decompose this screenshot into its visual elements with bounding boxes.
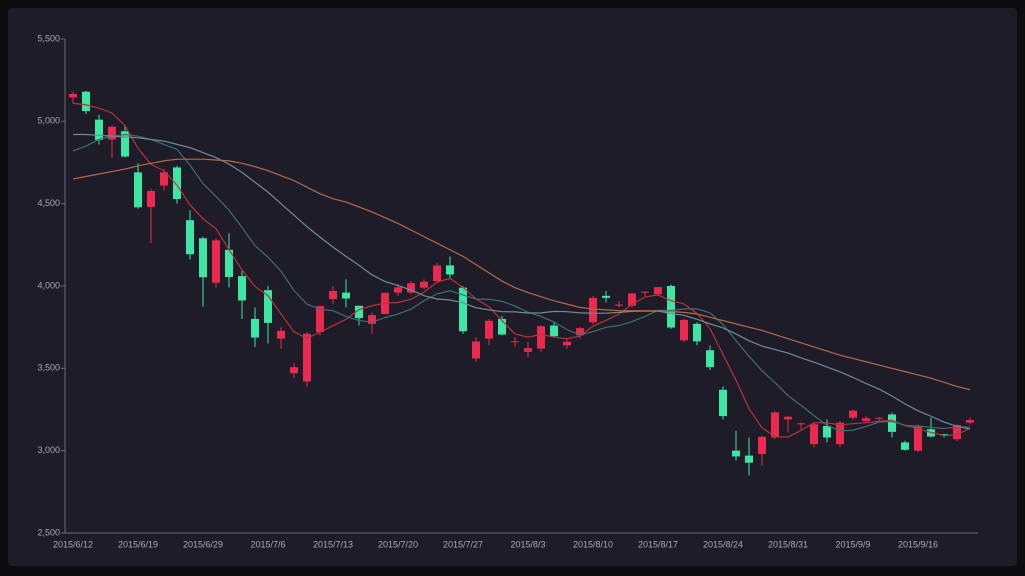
candle-body xyxy=(680,319,688,341)
candle-body xyxy=(147,190,155,207)
x-tick-label: 2015/8/3 xyxy=(510,539,545,549)
x-tick-label: 2015/8/17 xyxy=(638,539,678,549)
candle-body xyxy=(121,131,129,157)
candle-body xyxy=(303,333,311,382)
x-tick-label: 2015/9/16 xyxy=(898,539,938,549)
candle-body xyxy=(446,265,454,275)
candle-body xyxy=(849,410,857,418)
candle-body xyxy=(95,119,103,140)
candle-body xyxy=(836,422,844,445)
y-tick-label: 3,000 xyxy=(37,445,60,455)
x-tick-label: 2015/7/13 xyxy=(313,539,353,549)
candle-body xyxy=(394,287,402,293)
candle-body xyxy=(745,455,753,463)
y-tick-label: 4,000 xyxy=(37,280,60,290)
candle-body xyxy=(537,326,545,349)
moving-average-line xyxy=(72,133,971,432)
x-tick-label: 2015/7/27 xyxy=(443,539,483,549)
candle-body xyxy=(316,306,324,333)
candle-body xyxy=(329,290,337,300)
candle-body xyxy=(589,297,597,323)
candle-body xyxy=(459,287,467,332)
y-tick-label: 5,500 xyxy=(37,33,60,43)
candle-body xyxy=(810,424,818,445)
candle-body xyxy=(615,304,623,306)
candle-body xyxy=(472,341,480,359)
candle-body xyxy=(82,91,90,112)
candle-body xyxy=(862,418,870,422)
moving-average-line xyxy=(73,133,971,430)
y-tick-label: 5,000 xyxy=(37,116,60,126)
candle-body xyxy=(602,295,610,298)
candle-body xyxy=(693,323,701,342)
candle-body xyxy=(875,417,883,419)
candle-body xyxy=(784,416,792,420)
candle-body xyxy=(407,283,415,293)
candle-body xyxy=(173,167,181,200)
candle-body xyxy=(355,305,363,319)
candle-body xyxy=(69,93,77,98)
candle-body xyxy=(667,286,675,328)
candle-body xyxy=(225,249,233,278)
candle-body xyxy=(940,434,948,436)
x-tick-label: 2015/7/6 xyxy=(250,539,285,549)
candle-body xyxy=(251,318,259,338)
candle-body xyxy=(420,281,428,288)
candle-body xyxy=(550,325,558,337)
candle-body xyxy=(797,423,805,425)
y-tick-label: 3,500 xyxy=(37,363,60,373)
candle-body xyxy=(212,240,220,283)
x-tick-label: 2015/6/12 xyxy=(53,539,93,549)
x-tick-label: 2015/9/9 xyxy=(835,539,870,549)
candle-body xyxy=(134,172,142,208)
candle-body xyxy=(732,450,740,457)
moving-average-line xyxy=(72,102,971,438)
candle-body xyxy=(290,367,298,374)
candle-body xyxy=(264,290,272,323)
x-tick-label: 2015/8/10 xyxy=(573,539,613,549)
candle-body xyxy=(823,425,831,438)
candle-body xyxy=(498,318,506,335)
candle-body xyxy=(368,315,376,324)
candle-body xyxy=(771,412,779,438)
candle-body xyxy=(108,126,116,140)
candle-body xyxy=(966,420,974,423)
candle-body xyxy=(342,292,350,299)
x-tick-label: 2015/7/20 xyxy=(378,539,418,549)
candle-body xyxy=(901,442,909,450)
candle-body xyxy=(576,328,584,336)
candle-body xyxy=(485,320,493,339)
moving-average-line xyxy=(72,158,971,391)
candle-body xyxy=(563,341,571,346)
candle-body xyxy=(654,287,662,295)
candle-body xyxy=(719,389,727,417)
candle-body xyxy=(758,436,766,454)
candle-body xyxy=(186,220,194,255)
candle-body xyxy=(511,341,519,343)
candle-body xyxy=(277,330,285,339)
x-tick-label: 2015/8/24 xyxy=(703,539,743,549)
candle-body xyxy=(641,291,649,293)
x-tick-label: 2015/8/31 xyxy=(768,539,808,549)
y-tick-label: 4,500 xyxy=(37,198,60,208)
candle-body xyxy=(914,425,922,451)
candle-body xyxy=(160,172,168,186)
y-tick-label: 2,500 xyxy=(37,527,60,537)
candle-body xyxy=(199,238,207,278)
candle-body xyxy=(238,276,246,301)
candle-body xyxy=(888,414,896,432)
candle-body xyxy=(524,348,532,352)
x-tick-label: 2015/6/19 xyxy=(118,539,158,549)
candle-body xyxy=(706,350,714,368)
candle-body xyxy=(953,424,961,440)
candle-body xyxy=(433,265,441,282)
x-tick-label: 2015/6/29 xyxy=(183,539,223,549)
candle-body xyxy=(628,293,636,306)
